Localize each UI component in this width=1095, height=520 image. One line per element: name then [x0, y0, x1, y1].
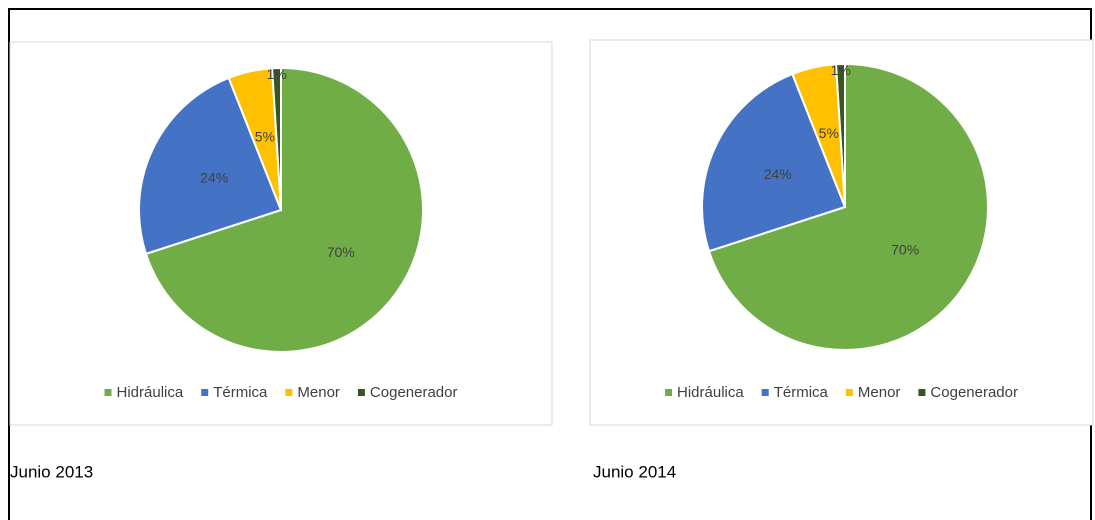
- legend-marker: [357, 389, 365, 396]
- data-label: 1%: [831, 62, 851, 78]
- legend-marker: [761, 389, 769, 396]
- pie-slice: [271, 66, 282, 211]
- legend-marker: [285, 389, 293, 396]
- legend-marker: [845, 389, 853, 396]
- legend-marker: [918, 389, 926, 396]
- legend-label: Hidráulica: [677, 384, 744, 401]
- data-label: 70%: [891, 241, 919, 257]
- legend-marker: [665, 389, 673, 396]
- legend-label: Menor: [297, 384, 340, 401]
- pie-slice: [834, 62, 846, 208]
- legend-label: Térmica: [213, 384, 268, 401]
- legend-marker: [104, 389, 112, 396]
- data-label: 24%: [764, 166, 792, 182]
- caption: Junio 2014: [593, 462, 676, 481]
- data-label: 5%: [819, 125, 839, 141]
- data-label: 1%: [267, 66, 287, 82]
- legend-label: Menor: [858, 384, 901, 401]
- pie-slice: [144, 66, 424, 353]
- legend-marker: [201, 389, 209, 396]
- legend-label: Hidráulica: [117, 384, 184, 401]
- data-label: 5%: [255, 129, 275, 145]
- data-label: 70%: [327, 244, 355, 260]
- caption: Junio 2013: [10, 462, 93, 481]
- legend-label: Cogenerador: [370, 384, 458, 401]
- legend-label: Cogenerador: [930, 384, 1018, 401]
- legend-label: Térmica: [774, 384, 829, 401]
- data-label: 24%: [200, 169, 228, 185]
- pie-slice: [707, 62, 989, 351]
